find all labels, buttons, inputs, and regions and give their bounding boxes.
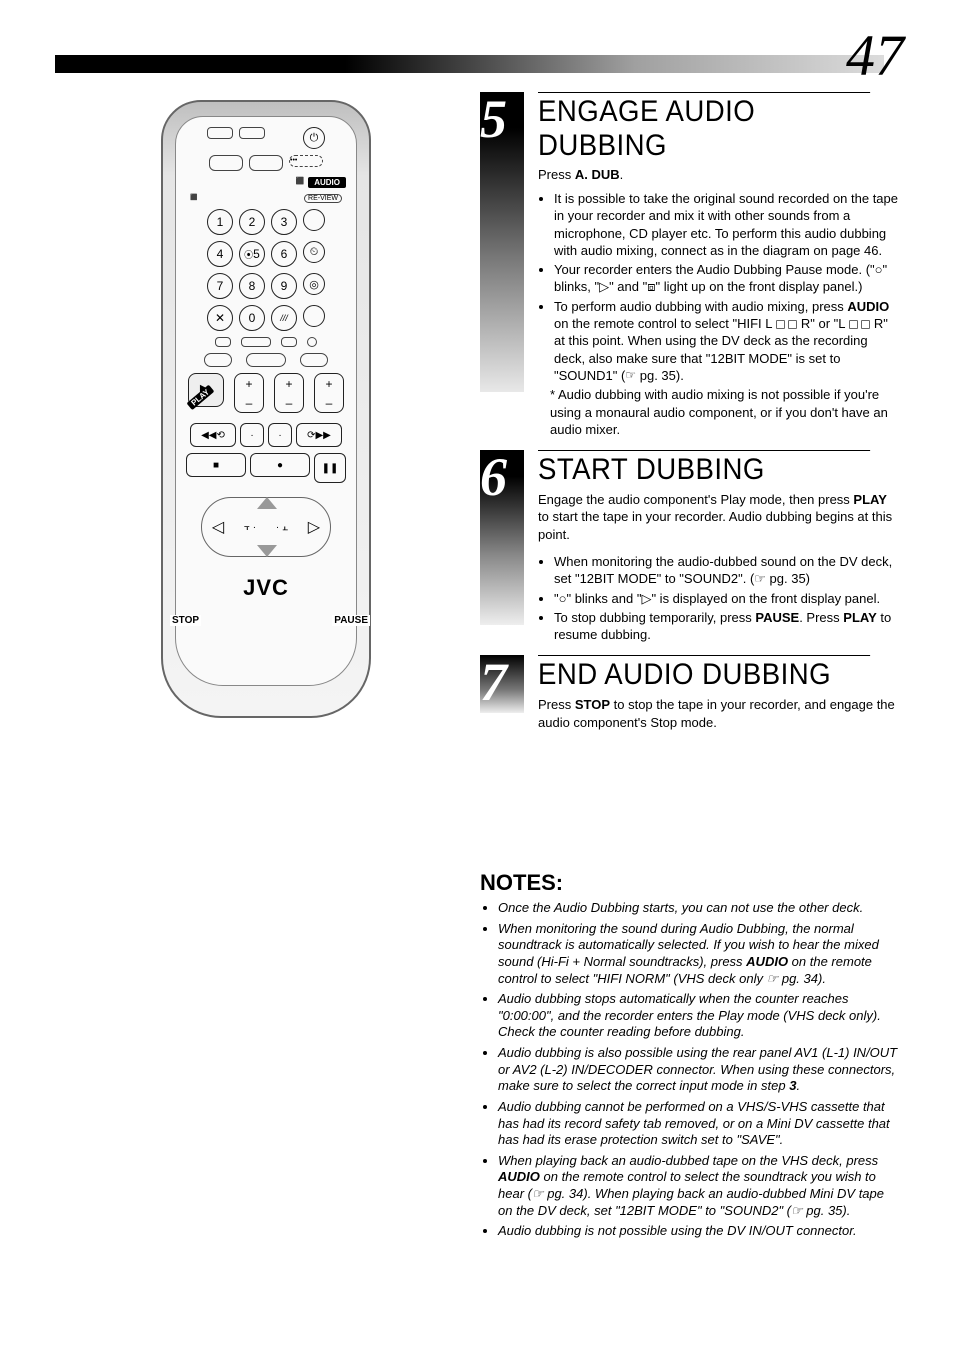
step-6-title: START DUBBING [538, 450, 870, 487]
rec-button: ● [250, 453, 310, 477]
step-6-number: 6 [480, 446, 507, 508]
speaker-l-icon [776, 320, 785, 329]
aux-btn-2 [303, 305, 325, 327]
numpad-3: 3 [271, 209, 297, 235]
aux-round-icon: /// [271, 305, 297, 331]
numpad-0: 0 [239, 305, 265, 331]
vol-rocker-1: +– [234, 373, 264, 413]
dpad-down-icon [257, 545, 277, 557]
cancel-icon: ✕ [207, 305, 233, 331]
audio-label: AUDIO [308, 177, 346, 188]
step-5-bullet-2: Your recorder enters the Audio Dubbing P… [554, 261, 899, 296]
ref-icon: ☞ [625, 368, 636, 384]
step-7-title: END AUDIO DUBBING [538, 655, 870, 692]
numpad-7: 7 [207, 273, 233, 299]
note-7: Audio dubbing is not possible using the … [498, 1223, 899, 1240]
step-5: 5 ENGAGE AUDIO DUBBING Press A. DUB. It … [480, 92, 899, 438]
step-5-number: 5 [480, 88, 507, 150]
numpad-6: 6 [271, 241, 297, 267]
numpad-4: 4 [207, 241, 233, 267]
vol-rocker-3: +– [314, 373, 344, 413]
step-5-bullet-1: It is possible to take the original soun… [554, 190, 899, 259]
ffwd-button: ⟳▶▶ [296, 423, 342, 447]
notes-section: NOTES: Once the Audio Dubbing starts, yo… [480, 870, 899, 1244]
aux-btn-1 [303, 209, 325, 231]
numpad-9: 9 [271, 273, 297, 299]
step-5-title: ENGAGE AUDIO DUBBING [538, 92, 870, 163]
dpad-up-icon [257, 497, 277, 509]
dpad-right-icon: ▷ [308, 517, 320, 537]
pause-callout: PAUSE [332, 615, 370, 626]
page-number: 47 [846, 22, 904, 89]
pause-button: ❚❚ [314, 453, 346, 483]
step-5-bullet-3: To perform audio dubbing with audio mixi… [554, 298, 899, 385]
notes-title: NOTES: [480, 870, 899, 896]
brand-logo: JVC [186, 575, 346, 601]
step-6-bullet-3: To stop dubbing temporarily, press PAUSE… [554, 609, 899, 644]
play-button: ▶ [188, 373, 224, 407]
step-5-footnote: * Audio dubbing with audio mixing is not… [538, 386, 899, 438]
step-7: 7 END AUDIO DUBBING Press STOP to stop t… [480, 655, 899, 731]
dpad: ◁ ⫟ · · ⫠ ▷ [191, 497, 341, 557]
vol-rocker-2: +– [274, 373, 304, 413]
note-3: Audio dubbing stops automatically when t… [498, 991, 899, 1041]
review-label: RE-VIEW [304, 194, 342, 203]
note-4: Audio dubbing is also possible using the… [498, 1045, 899, 1095]
step-6-bullet-2: "○" blinks and "▷" is displayed on the f… [554, 590, 899, 607]
speaker-r-icon [788, 320, 797, 329]
note-2: When monitoring the sound during Audio D… [498, 921, 899, 988]
step-7-number: 7 [480, 651, 507, 713]
dot-button-1: · [240, 423, 264, 447]
dpad-left-icon: ◁ [212, 517, 224, 537]
numpad-5: ⦿5 [239, 241, 265, 267]
step-5-sub: Press A. DUB. [538, 167, 899, 182]
note-1: Once the Audio Dubbing starts, you can n… [498, 900, 899, 917]
stop-button: ■ [186, 453, 246, 477]
timer-icon: ⏲ [303, 241, 325, 263]
numpad-1: 1 [207, 209, 233, 235]
speaker-l2-icon [849, 320, 858, 329]
header-gradient-bar [55, 55, 884, 73]
numpad-2: 2 [239, 209, 265, 235]
disc-icon: ◎ [303, 273, 325, 295]
rewind-button: ◀◀⟲ [190, 423, 236, 447]
power-icon: ⏻ [303, 127, 325, 149]
step-6: 6 START DUBBING Engage the audio compone… [480, 450, 899, 643]
step-6-bullet-1: When monitoring the audio-dubbed sound o… [554, 553, 899, 588]
numpad-8: 8 [239, 273, 265, 299]
dot-button-2: · [268, 423, 292, 447]
note-5: Audio dubbing cannot be performed on a V… [498, 1099, 899, 1149]
remote-illustration: ⏻ ••• ⬛AUDIO ⬛RE-VIEW 123 4⦿56⏲ 789◎ ✕0/… [106, 100, 426, 718]
note-6: When playing back an audio-dubbed tape o… [498, 1153, 899, 1220]
stop-callout: STOP [170, 615, 201, 626]
speaker-r2-icon [861, 320, 870, 329]
